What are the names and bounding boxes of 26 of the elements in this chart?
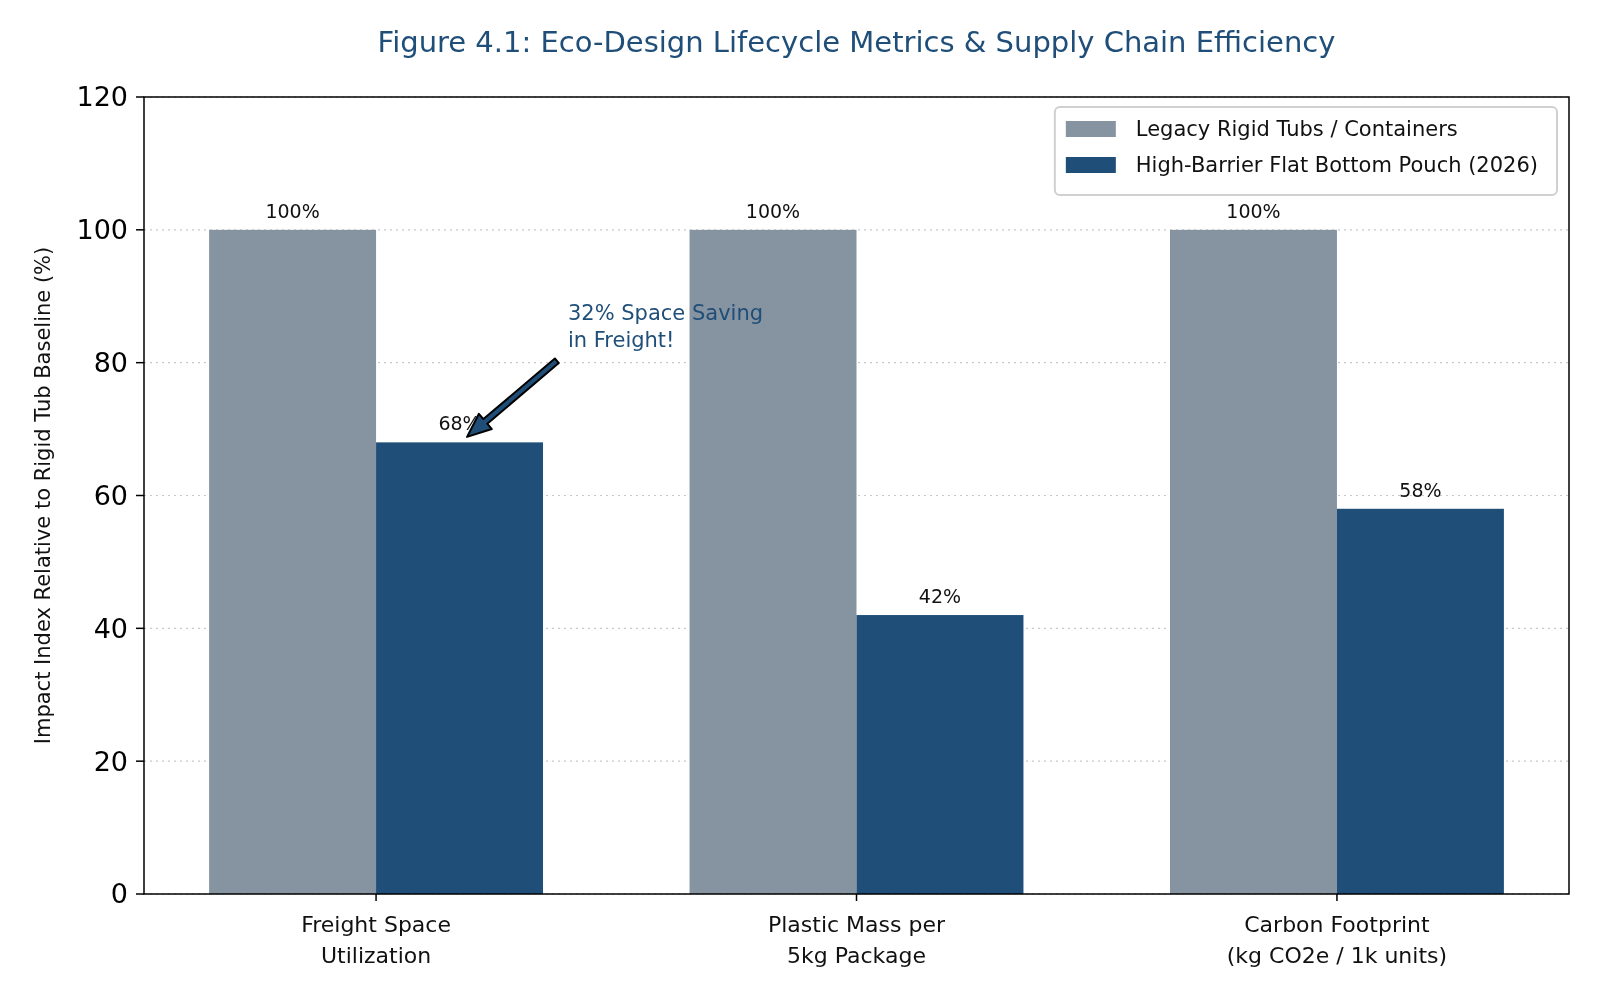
bar — [856, 615, 1024, 894]
data-label: 42% — [918, 585, 962, 608]
bar — [1169, 229, 1337, 894]
data-label: 100% — [745, 199, 801, 222]
annotation: 32% Space Saving in Freight! — [567, 301, 764, 353]
legend-label: High-Barrier Flat Bottom Pouch (2026) — [1135, 153, 1538, 178]
x-tick-label: Carbon Footprint (kg CO2e / 1k units) — [1226, 912, 1448, 968]
x-tick-label: Plastic Mass per 5kg Package — [767, 912, 946, 968]
y-tick-label: 0 — [110, 878, 128, 910]
data-label: 58% — [1399, 478, 1442, 501]
y-tick-label: 120 — [76, 81, 128, 113]
data-label: 100% — [265, 199, 320, 222]
bar — [209, 229, 377, 894]
bar — [1336, 508, 1504, 894]
y-tick-label: 100 — [76, 214, 128, 246]
y-tick-label: 40 — [93, 612, 128, 644]
data-label: 100% — [1226, 199, 1281, 222]
legend-label: Legacy Rigid Tubs / Containers — [1135, 117, 1458, 142]
y-axis-title: Impact Index Relative to Rigid Tub Baseline (%) — [31, 246, 55, 745]
y-tick-label: 60 — [93, 479, 128, 511]
x-tick-label: Freight Space Utilization — [301, 912, 451, 968]
bar — [689, 229, 857, 894]
bar — [376, 442, 544, 894]
chart-title: Figure 4.1: Eco-Design Lifecycle Metrics & Supply Chain Efficiency — [377, 25, 1336, 59]
y-tick-label: 80 — [93, 347, 128, 379]
y-tick-label: 20 — [93, 745, 128, 777]
